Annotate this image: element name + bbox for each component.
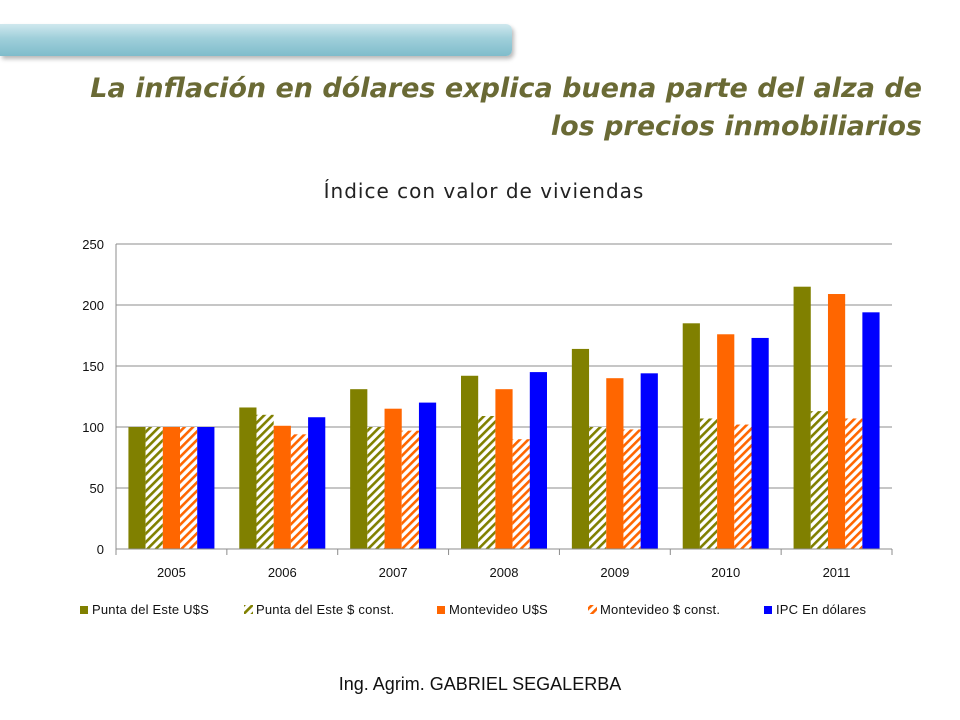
- bar-2005-series-5: [197, 427, 215, 549]
- y-tick-label-50: 50: [90, 481, 104, 496]
- bar-2006-series-2: [256, 414, 274, 549]
- bar-2009-series-3: [606, 378, 624, 549]
- slide-title-line-1: La inflación en dólares explica buena pa…: [90, 73, 922, 104]
- chart-title: Índice con valor de viviendas: [324, 179, 645, 203]
- title-accent-bar: [0, 24, 512, 56]
- x-tick-label-2006: 2006: [268, 565, 297, 580]
- bar-2005-series-1: [128, 427, 146, 549]
- legend-label-1: Punta del Este U$S: [92, 602, 209, 617]
- chart-area: Índice con valor de viviendas 0 50 100 150 2…: [0, 160, 960, 640]
- bar-chart: Índice con valor de viviendas 0 50 100 150 2…: [80, 179, 893, 617]
- bar-2011-series-4: [845, 418, 863, 549]
- legend-swatch-3: [437, 606, 445, 614]
- bar-2011-series-1: [793, 286, 811, 549]
- legend-label-2: Punta del Este $ const.: [256, 602, 394, 617]
- bar-2009-series-2: [589, 427, 607, 549]
- bar-2011-series-2: [810, 411, 828, 549]
- y-tick-label-250: 250: [82, 237, 104, 252]
- x-tick-label-2011: 2011: [823, 565, 851, 580]
- bar-2005-series-3: [162, 427, 181, 549]
- bar-2010-series-4: [734, 424, 752, 549]
- legend-swatch-2: [244, 605, 253, 614]
- chart-legend: Punta del Este U$S Punta del Este $ const…: [80, 602, 867, 617]
- legend-swatch-5: [764, 606, 772, 614]
- bar-2006-series-1: [239, 407, 257, 549]
- bar-2007-series-1: [350, 389, 368, 549]
- bar-2006-series-5: [308, 417, 326, 549]
- bar-2007-series-4: [401, 430, 419, 549]
- bar-2009-series-5: [640, 373, 658, 549]
- bar-2005-series-4: [180, 427, 198, 549]
- legend-label-4: Montevideo $ const.: [600, 602, 720, 617]
- bar-2008-series-2: [478, 416, 496, 549]
- bar-2007-series-2: [367, 427, 385, 549]
- y-tick-label-100: 100: [82, 420, 104, 435]
- y-tick-label-200: 200: [82, 298, 104, 313]
- chart-axes: 0 50 100 150 200 250 2005 2006 2007 2008 2009 2010 2…: [82, 237, 893, 580]
- bar-2009-series-1: [571, 348, 590, 549]
- x-tick-label-2005: 2005: [157, 565, 186, 580]
- slide-title: La inflación en dólares explica buena pa…: [62, 70, 922, 146]
- legend-swatch-4: [588, 605, 597, 614]
- bar-2007-series-5: [418, 402, 437, 549]
- x-tick-label-2008: 2008: [490, 565, 519, 580]
- bar-2006-series-4: [290, 434, 309, 549]
- bar-2008-series-3: [495, 389, 513, 549]
- footer-author: Ing. Agrim. GABRIEL SEGALERBA: [338, 674, 622, 694]
- bar-2010-series-2: [699, 418, 718, 549]
- bar-2008-series-4: [512, 439, 530, 549]
- legend-label-5: IPC En dólares: [776, 602, 867, 617]
- bar-2011-series-5: [862, 312, 880, 549]
- y-tick-label-150: 150: [82, 359, 104, 374]
- y-tick-label-0: 0: [97, 542, 104, 557]
- bar-2009-series-4: [623, 429, 641, 549]
- slide-title-line-2: los precios inmobiliarios: [550, 111, 922, 142]
- legend-swatch-1: [80, 606, 88, 614]
- chart-bars: [128, 286, 880, 549]
- x-tick-label-2007: 2007: [379, 565, 408, 580]
- bar-2010-series-3: [717, 334, 735, 549]
- x-tick-label-2009: 2009: [600, 565, 629, 580]
- bar-2011-series-3: [827, 294, 846, 549]
- bar-2006-series-3: [273, 425, 291, 549]
- legend-label-3: Montevideo U$S: [449, 602, 548, 617]
- bar-2005-series-2: [145, 427, 163, 549]
- x-tick-label-2010: 2010: [711, 565, 740, 580]
- bar-2008-series-1: [461, 375, 479, 549]
- bar-2007-series-3: [384, 408, 402, 549]
- bar-2010-series-5: [751, 337, 769, 549]
- bar-2010-series-1: [682, 323, 700, 549]
- bar-2008-series-5: [529, 372, 547, 549]
